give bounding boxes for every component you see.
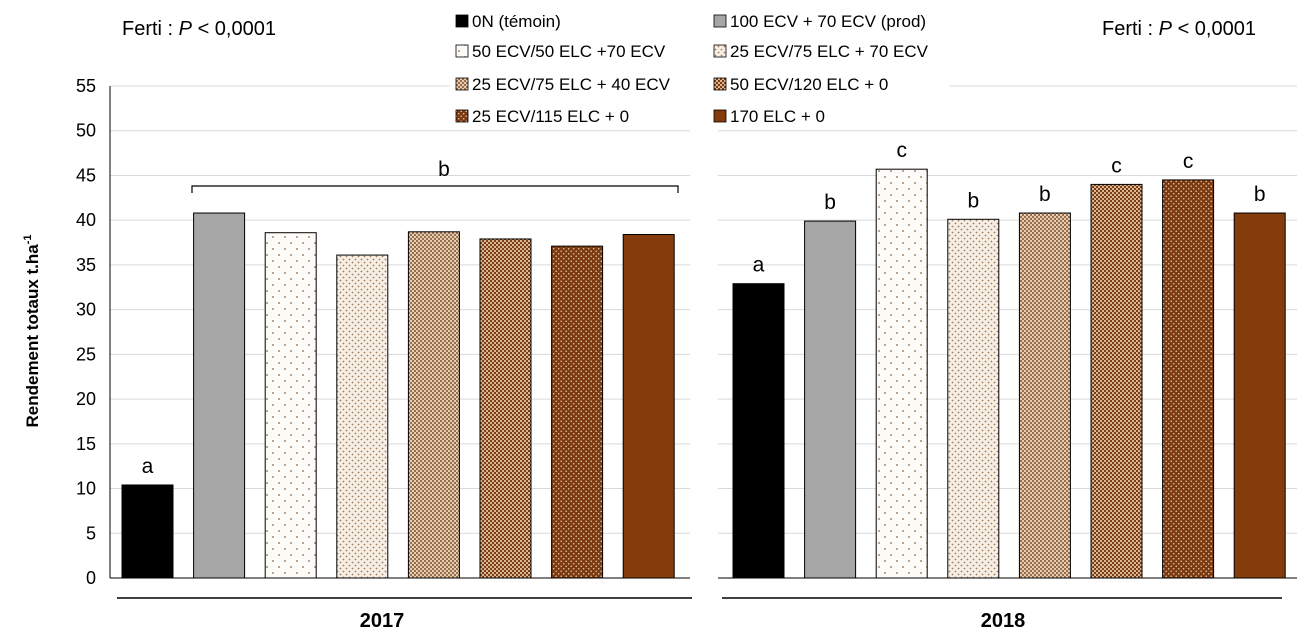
bar <box>336 254 389 579</box>
y-tick-label: 45 <box>76 165 96 185</box>
y-tick-label: 15 <box>76 434 96 454</box>
y-tick-label: 40 <box>76 210 96 230</box>
significance-letter: a <box>142 455 154 478</box>
significance-letters: a a b c b b c c b <box>142 139 1266 478</box>
legend-swatch <box>713 77 727 91</box>
bar <box>1233 212 1286 579</box>
significance-letter: c <box>896 139 907 162</box>
bar <box>479 238 532 579</box>
group-bracket: b <box>191 158 679 193</box>
bar <box>264 232 317 579</box>
stat-annotations: Ferti : P < 0,0001 Ferti : P < 0,0001 <box>122 18 1256 40</box>
y-tick-label: 50 <box>76 121 96 141</box>
legend-swatch <box>455 77 469 91</box>
y-tick-label: 5 <box>86 523 96 543</box>
legend-label: 50 ECV/50 ELC +70 ECV <box>472 42 666 61</box>
legend: 0N (témoin) 100 ECV + 70 ECV (prod) 50 ECV… <box>450 8 950 130</box>
group-letter: b <box>438 158 450 181</box>
legend-swatch <box>455 44 469 58</box>
bars <box>121 168 1286 579</box>
legend-label: 25 ECV/75 ELC + 40 ECV <box>472 75 671 94</box>
y-tick-labels: 0 5 10 15 20 25 30 35 40 45 50 55 <box>76 76 96 588</box>
y-axis-label: Rendement totaux t.ha-1 <box>22 234 42 427</box>
significance-letter: b <box>1039 183 1051 206</box>
y-tick-label: 0 <box>86 568 96 588</box>
bar <box>947 218 1000 579</box>
y-axis-label-sup: -1 <box>22 234 34 244</box>
significance-letter: c <box>1111 154 1122 177</box>
bar <box>121 484 174 579</box>
bar <box>875 168 928 579</box>
y-tick-label: 20 <box>76 389 96 409</box>
year-label: 2017 <box>360 610 405 632</box>
bar <box>622 233 675 579</box>
legend-swatch <box>455 14 469 28</box>
y-tick-label: 25 <box>76 344 96 364</box>
y-tick-label: 35 <box>76 255 96 275</box>
significance-letter: c <box>1183 150 1194 173</box>
legend-label: 25 ECV/115 ELC + 0 <box>472 107 629 126</box>
bar <box>551 245 604 579</box>
significance-letter: b <box>1254 183 1266 206</box>
significance-letter: b <box>967 189 979 212</box>
legend-label: 100 ECV + 70 ECV (prod) <box>730 12 926 31</box>
y-tick-label: 55 <box>76 76 96 96</box>
bar <box>1090 183 1143 579</box>
year-label: 2018 <box>981 610 1026 632</box>
bar <box>732 283 785 579</box>
y-tick-label: 30 <box>76 300 96 320</box>
bar <box>804 220 857 579</box>
y-tick-label: 10 <box>76 479 96 499</box>
legend-label: 170 ELC + 0 <box>730 107 825 126</box>
bar <box>1162 179 1215 579</box>
y-axis-label-main: Rendement totaux t.ha <box>23 244 42 428</box>
stat-text: Ferti : P < 0,0001 <box>1102 18 1256 40</box>
significance-letter: a <box>753 254 765 277</box>
legend-swatch <box>713 44 727 58</box>
stat-text: Ferti : P < 0,0001 <box>122 18 276 40</box>
significance-letter: b <box>824 191 836 214</box>
legend-label: 0N (témoin) <box>472 12 561 31</box>
bar <box>407 231 460 579</box>
bar <box>1018 212 1071 579</box>
legend-swatch <box>713 109 727 123</box>
bar <box>193 212 246 579</box>
year-labels: 2017 2018 <box>360 610 1026 632</box>
group-bracket-line <box>191 185 679 193</box>
legend-label: 50 ECV/120 ELC + 0 <box>730 75 888 94</box>
legend-label: 25 ECV/75 ELC + 70 ECV <box>730 42 929 61</box>
legend-swatch <box>455 109 469 123</box>
legend-swatch <box>713 14 727 28</box>
legend-background <box>450 8 950 130</box>
